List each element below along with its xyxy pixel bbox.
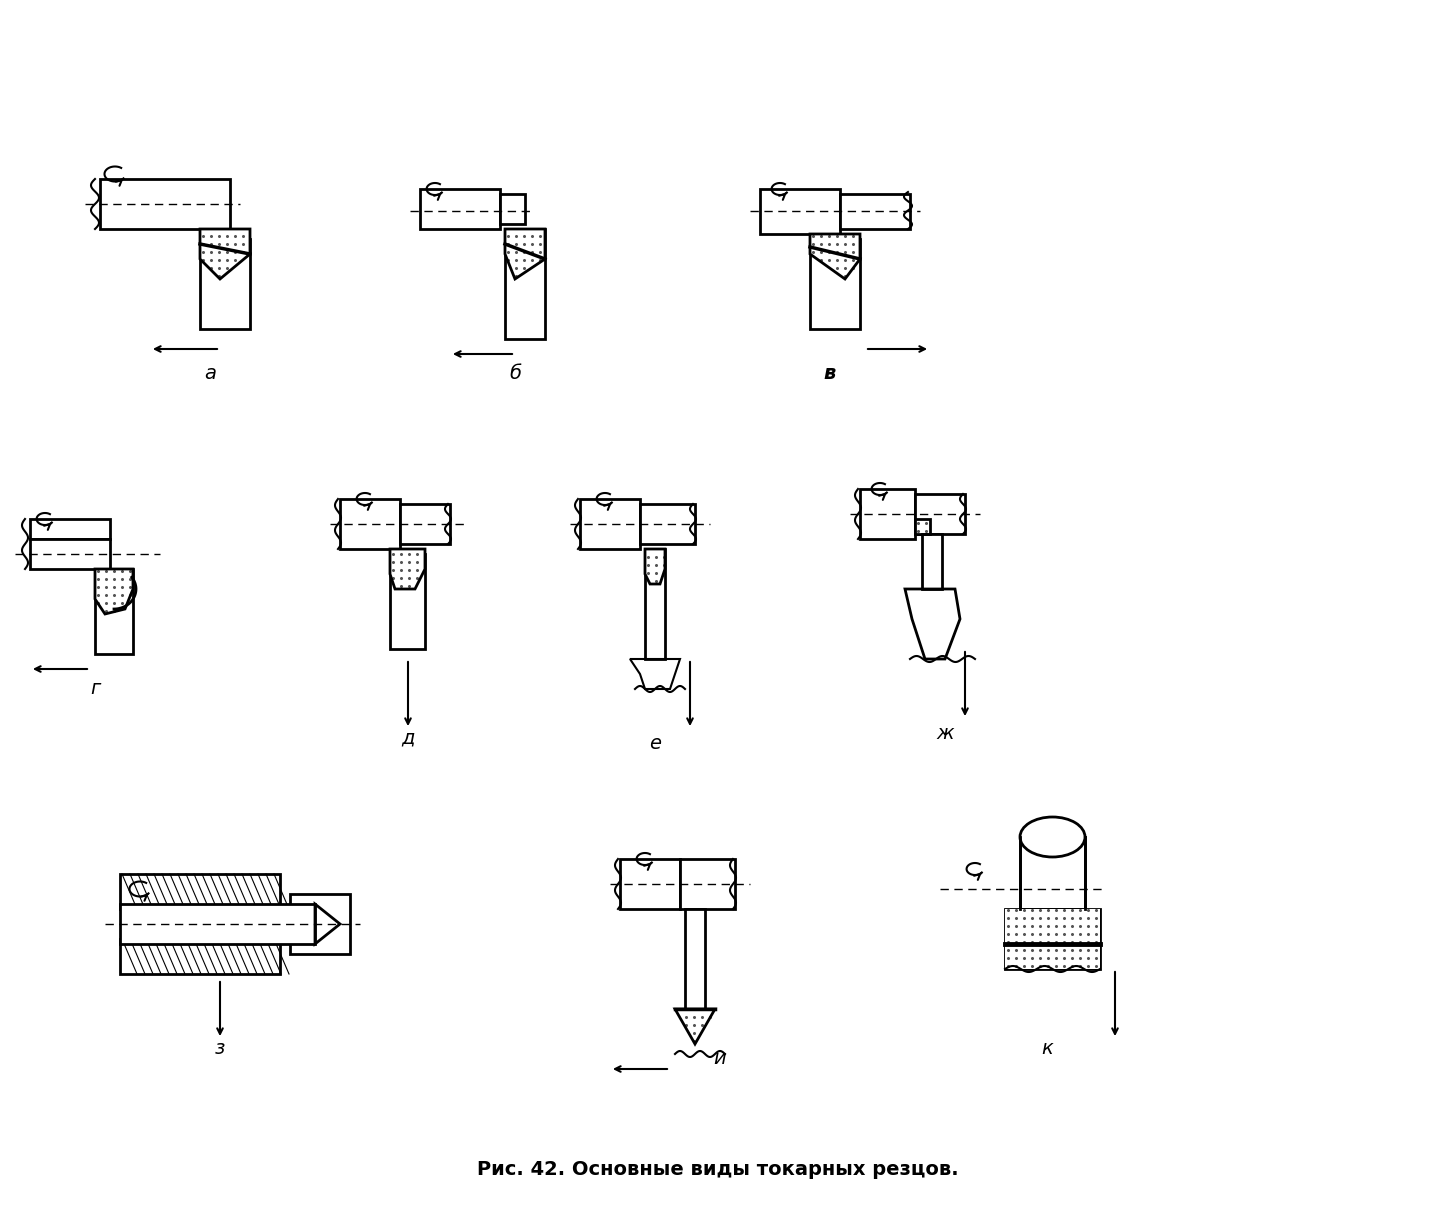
Text: е: е <box>649 734 661 753</box>
Bar <box>1005 909 1100 968</box>
Polygon shape <box>95 569 134 614</box>
Polygon shape <box>391 549 425 589</box>
Text: к: к <box>1041 1039 1054 1058</box>
Polygon shape <box>810 234 860 279</box>
Polygon shape <box>675 1009 715 1043</box>
Bar <box>419 189 500 229</box>
Polygon shape <box>645 549 665 584</box>
Bar <box>505 229 546 339</box>
Bar <box>915 494 965 533</box>
Bar <box>840 194 910 229</box>
Ellipse shape <box>1020 817 1086 857</box>
Bar <box>30 540 111 569</box>
Text: г: г <box>90 678 101 698</box>
Text: ж: ж <box>936 724 954 744</box>
Bar <box>391 554 425 649</box>
Bar <box>200 238 250 329</box>
Text: Рис. 42. Основные виды токарных резцов.: Рис. 42. Основные виды токарных резцов. <box>477 1160 959 1179</box>
Text: з: з <box>215 1039 225 1058</box>
Bar <box>640 504 695 544</box>
Bar <box>810 238 860 329</box>
Bar <box>620 859 681 909</box>
Polygon shape <box>505 229 546 279</box>
Bar <box>121 905 314 944</box>
Bar <box>580 499 640 549</box>
Text: а: а <box>204 364 215 383</box>
Bar <box>922 533 942 589</box>
Bar <box>645 549 665 659</box>
Bar <box>1020 837 1086 909</box>
Bar <box>121 874 280 909</box>
Bar <box>500 194 526 224</box>
Text: и: и <box>714 1050 727 1068</box>
Bar <box>30 519 111 540</box>
Bar <box>340 499 401 549</box>
Bar <box>401 504 449 544</box>
Bar <box>760 189 840 234</box>
Text: в: в <box>824 364 836 383</box>
Polygon shape <box>915 519 931 533</box>
Polygon shape <box>200 229 250 279</box>
Bar <box>685 909 705 1009</box>
Text: б: б <box>508 364 521 383</box>
Bar <box>101 179 230 229</box>
Bar <box>95 569 134 654</box>
Bar <box>121 939 280 975</box>
Bar <box>681 859 735 909</box>
Polygon shape <box>1005 909 1100 968</box>
Text: д: д <box>401 729 415 748</box>
Bar <box>860 489 915 540</box>
Bar <box>290 893 350 954</box>
